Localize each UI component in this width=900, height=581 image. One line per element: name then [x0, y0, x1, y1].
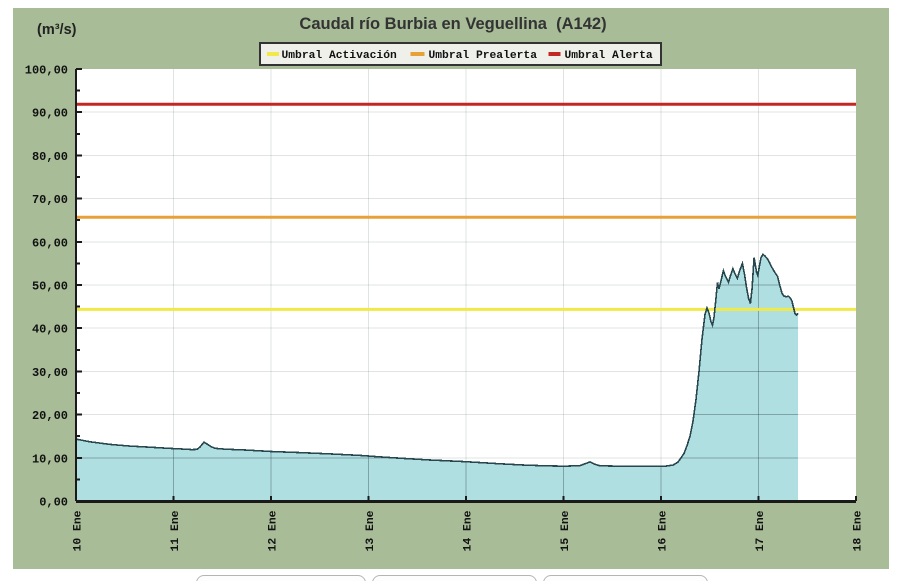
svg-text:60,00: 60,00 — [32, 236, 68, 250]
svg-text:12 Ene: 12 Ene — [268, 510, 280, 551]
svg-text:10,00: 10,00 — [32, 452, 68, 466]
svg-text:Umbral Activación: Umbral Activación — [282, 50, 397, 62]
svg-text:70,00: 70,00 — [32, 193, 68, 207]
svg-text:Caudal río Burbia en Veguellin: Caudal río Burbia en Veguellina (A142) — [299, 15, 606, 33]
svg-text:11 Ene: 11 Ene — [170, 510, 182, 551]
svg-text:Umbral Prealerta: Umbral Prealerta — [429, 50, 538, 62]
svg-text:40,00: 40,00 — [32, 323, 68, 337]
svg-text:90,00: 90,00 — [32, 107, 68, 121]
svg-text:Umbral Alerta: Umbral Alerta — [565, 50, 653, 62]
svg-text:17 Ene: 17 Ene — [755, 510, 767, 551]
svg-text:16 Ene: 16 Ene — [658, 510, 670, 551]
svg-text:14 Ene: 14 Ene — [463, 510, 475, 551]
svg-text:30,00: 30,00 — [32, 366, 68, 380]
svg-text:80,00: 80,00 — [32, 150, 68, 164]
svg-text:13 Ene: 13 Ene — [365, 510, 377, 551]
svg-text:15 Ene: 15 Ene — [560, 510, 572, 551]
svg-text:(m³/s): (m³/s) — [37, 22, 77, 38]
svg-text:100,00: 100,00 — [25, 64, 68, 78]
svg-text:20,00: 20,00 — [32, 409, 68, 423]
svg-text:10 Ene: 10 Ene — [73, 510, 85, 551]
svg-text:50,00: 50,00 — [32, 280, 68, 294]
svg-text:0,00: 0,00 — [39, 496, 68, 510]
svg-text:18 Ene: 18 Ene — [853, 510, 865, 551]
